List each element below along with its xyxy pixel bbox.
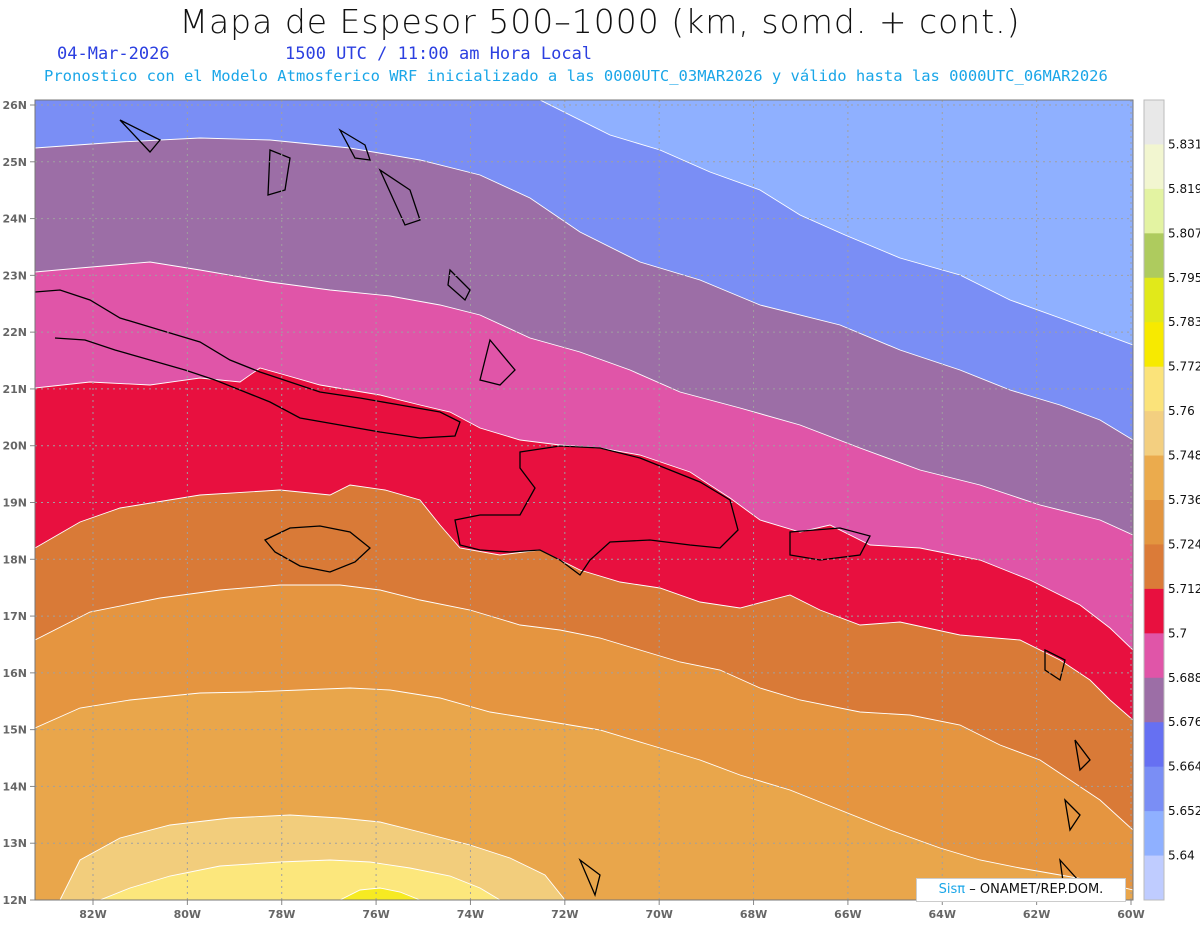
lon-label-62W: 62W: [1023, 908, 1050, 921]
coastline-0: [35, 289, 461, 439]
lat-label-23N: 23N: [2, 269, 27, 282]
lon-label-76W: 76W: [362, 908, 389, 921]
lat-label-14N: 14N: [2, 780, 27, 793]
colorbar-label-12: 5.688: [1168, 671, 1200, 685]
colorbar-label-10: 5.712: [1168, 582, 1200, 596]
coastline-6: [378, 168, 421, 226]
coastline-8: [447, 268, 471, 302]
lat-label-17N: 17N: [2, 610, 27, 623]
colorbar-label-4: 5.783: [1168, 315, 1200, 329]
lat-label-24N: 24N: [2, 213, 27, 226]
map-frame: [34, 99, 1134, 901]
colorbar-label-9: 5.724: [1168, 537, 1200, 551]
lat-label-26N: 26N: [2, 99, 27, 112]
lon-label-66W: 66W: [834, 908, 861, 921]
colorbar-swatch-0: [1144, 100, 1164, 145]
colorbar-swatch-2: [1144, 188, 1164, 234]
colorbar-swatch-13: [1144, 677, 1164, 723]
colorbar-swatch-16: [1144, 811, 1164, 857]
colorbar-label-16: 5.64: [1168, 849, 1195, 863]
coastline-4: [267, 149, 291, 196]
colorbar-swatch-12: [1144, 633, 1164, 679]
lon-label-72W: 72W: [551, 908, 578, 921]
colorbar-label-11: 5.7: [1168, 626, 1187, 640]
colorbar-label-3: 5.795: [1168, 271, 1200, 285]
coastline-11: [1064, 798, 1081, 832]
lon-label-70W: 70W: [645, 908, 672, 921]
forecast-date: 04-Mar-2026: [57, 44, 170, 64]
thickness-band-10: [339, 887, 421, 900]
lon-label-60W: 60W: [1117, 908, 1144, 921]
thickness-band-9: [99, 859, 501, 900]
forecast-description: Pronostico con el Modelo Atmosferico WRF…: [44, 67, 1108, 85]
colorbar-swatch-14: [1144, 722, 1164, 768]
colorbar-label-5: 5.772: [1168, 360, 1200, 374]
lat-label-25N: 25N: [2, 156, 27, 169]
page-title: Mapa de Espesor 500–1000 (km, somd. + co…: [179, 2, 1021, 41]
colorbar-label-0: 5.831: [1168, 137, 1200, 151]
lon-label-82W: 82W: [79, 908, 106, 921]
lat-label-19N: 19N: [2, 497, 27, 510]
colorbar-swatch-1: [1144, 144, 1164, 190]
colorbar-label-7: 5.748: [1168, 449, 1200, 463]
colorbar-swatch-9: [1144, 500, 1164, 545]
lat-label-13N: 13N: [2, 837, 27, 850]
colorbar-swatch-4: [1144, 277, 1164, 323]
colorbar-swatch-8: [1144, 455, 1164, 501]
lat-label-15N: 15N: [2, 724, 27, 737]
credit-badge: Sisπ – ONAMET/REP.DOM.: [916, 878, 1126, 902]
coastline-13: [578, 858, 601, 898]
lat-label-21N: 21N: [2, 383, 27, 396]
lon-label-74W: 74W: [457, 908, 484, 921]
colorbar-swatch-7: [1144, 411, 1164, 457]
credit-brand: Sisπ: [938, 882, 966, 897]
colorbar-swatch-11: [1144, 588, 1164, 634]
colorbar-label-14: 5.664: [1168, 760, 1200, 774]
colorbar-swatch-5: [1144, 322, 1164, 368]
lon-label-78W: 78W: [268, 908, 295, 921]
colorbar-swatch-10: [1144, 544, 1164, 590]
coastline-14: [479, 338, 516, 386]
coastline-7: [119, 119, 162, 153]
colorbar-label-13: 5.676: [1168, 715, 1200, 729]
coastline-3: [789, 527, 871, 561]
colorbar-swatch-15: [1144, 766, 1164, 812]
lon-label-64W: 64W: [929, 908, 956, 921]
colorbar-swatch-17: [1144, 855, 1164, 901]
colorbar-label-8: 5.736: [1168, 493, 1200, 507]
coastline-1: [454, 445, 739, 576]
coastline-5: [338, 128, 371, 161]
colorbar-label-6: 5.76: [1168, 404, 1195, 418]
colorbar-label-15: 5.652: [1168, 804, 1200, 818]
credit-text: – ONAMET/REP.DOM.: [969, 882, 1104, 897]
forecast-time: 1500 UTC / 11:00 am Hora Local: [285, 44, 593, 64]
coastline-9: [1044, 648, 1066, 682]
lon-label-68W: 68W: [740, 908, 767, 921]
lat-label-20N: 20N: [2, 440, 27, 453]
lat-label-12N: 12N: [2, 894, 27, 907]
map-fill-layer: [35, 100, 1133, 900]
lat-label-16N: 16N: [2, 667, 27, 680]
colorbar-swatch-6: [1144, 366, 1164, 412]
graticule: [35, 100, 1133, 901]
colorbar-label-2: 5.807: [1168, 226, 1200, 240]
colorbar-swatch-3: [1144, 233, 1164, 279]
lon-label-80W: 80W: [174, 908, 201, 921]
colorbar-label-1: 5.819: [1168, 182, 1200, 196]
coastline-10: [1074, 739, 1091, 772]
lat-label-22N: 22N: [2, 326, 27, 339]
lat-label-18N: 18N: [2, 553, 27, 566]
colorbar-frame: [1143, 99, 1165, 901]
